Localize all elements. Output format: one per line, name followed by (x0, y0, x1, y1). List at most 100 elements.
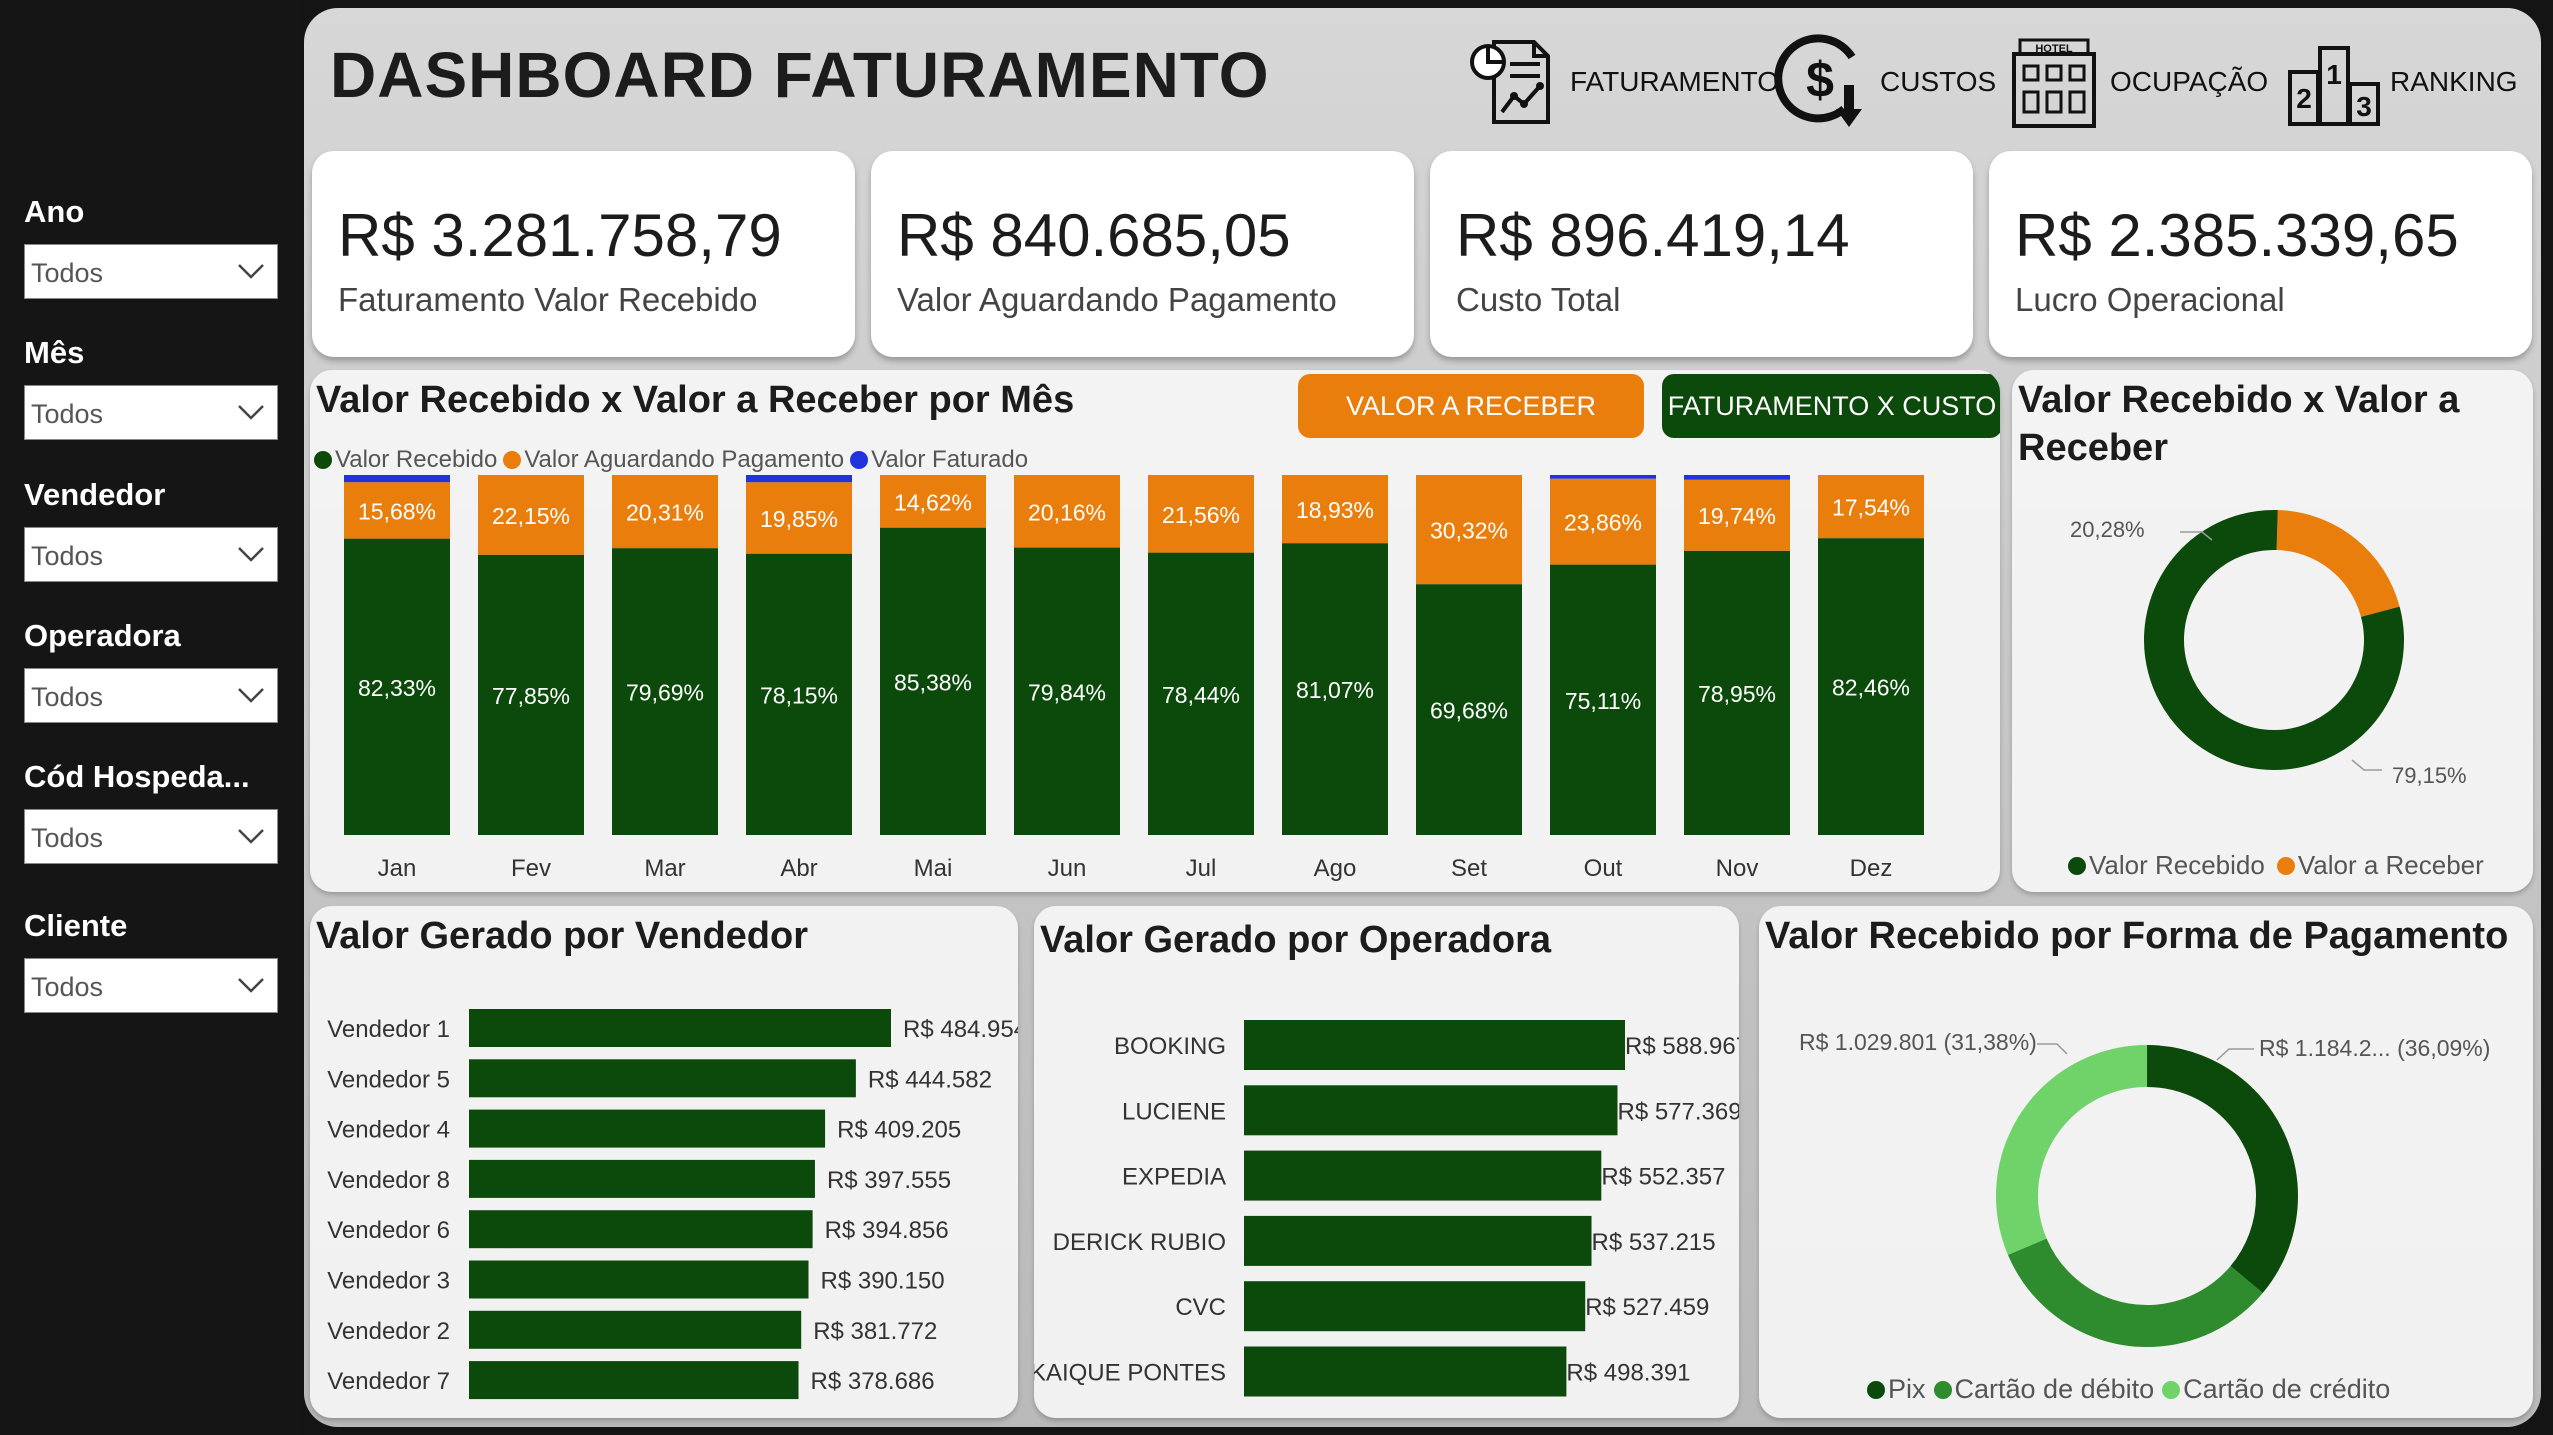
bar-set-recebido[interactable] (1416, 584, 1522, 835)
data-label: R$ 397.555 (827, 1167, 951, 1194)
kpi-lucro-operacional: R$ 2.385.339,65 Lucro Operacional (1989, 151, 2532, 357)
bar-vendedor-5[interactable] (469, 1059, 856, 1098)
bar-jul-aguardando[interactable] (1148, 475, 1254, 553)
bar-out-faturado[interactable] (1550, 475, 1656, 479)
legend-swatch (2162, 1380, 2181, 1399)
legend-item: Valor Recebido (2089, 850, 2265, 880)
filter-sidebar: Ano Todos Mês Todos Vendedor Todos Opera… (0, 0, 300, 1435)
y-tick-label: BOOKING (1114, 1033, 1226, 1060)
bar-out-recebido[interactable] (1550, 564, 1656, 835)
bar-vendedor-6[interactable] (469, 1210, 813, 1249)
bar-vendedor-7[interactable] (469, 1361, 799, 1400)
bar-vendedor-1[interactable] (469, 1009, 891, 1047)
bar-vendedor-2[interactable] (469, 1310, 802, 1349)
data-label: 85,38% (894, 669, 972, 695)
bar-abr-faturado[interactable] (746, 475, 852, 483)
bar-abr-aguardando[interactable] (746, 482, 852, 554)
bar-dez-recebido[interactable] (1818, 538, 1924, 835)
bar-fev-aguardando[interactable] (478, 475, 584, 555)
filter-label: Ano (24, 194, 85, 229)
bar-vendedor-8[interactable] (469, 1159, 815, 1198)
cod-hospedagem-dropdown[interactable]: Todos (24, 809, 278, 864)
y-tick-label: CVC (1175, 1294, 1226, 1321)
ano-dropdown[interactable]: Todos (24, 244, 278, 299)
bar-jan-aguardando[interactable] (344, 482, 450, 539)
y-tick-label: Vendedor 4 (327, 1117, 450, 1144)
data-label: R$ 394.856 (825, 1217, 949, 1244)
dollar-down-icon: $ (1774, 34, 1862, 127)
bar-out-aguardando[interactable] (1550, 478, 1656, 565)
y-tick-label: LUCIENE (1122, 1098, 1226, 1125)
bar-abr-recebido[interactable] (746, 553, 852, 835)
nav-faturamento[interactable]: FATURAMENTO (1464, 32, 1779, 132)
data-label: 18,93% (1296, 497, 1374, 523)
bar-set-aguardando[interactable] (1416, 475, 1522, 585)
chart-title: Valor Gerado por Vendedor (316, 915, 809, 957)
leader-line (2216, 1048, 2254, 1061)
bar-mar-aguardando[interactable] (612, 475, 718, 549)
bar-kaique-pontes[interactable] (1244, 1346, 1567, 1397)
data-label: 82,33% (358, 675, 436, 701)
nav-ocupacao[interactable]: HOTEL OCUPAÇÃO (2004, 32, 2268, 132)
faturamento-x-custo-button[interactable]: FATURAMENTO X CUSTO (1662, 374, 2000, 438)
data-label: 78,95% (1698, 681, 1776, 707)
legend-item: Pix (1888, 1374, 1926, 1404)
bar-dez-aguardando[interactable] (1818, 475, 1924, 539)
vendedor-dropdown[interactable]: Todos (24, 527, 278, 582)
legend-swatch (503, 451, 522, 469)
leader-line (2180, 531, 2213, 541)
donut-slice-valor-a-receber[interactable] (2144, 510, 2404, 770)
bar-jun-recebido[interactable] (1014, 547, 1120, 835)
chevron-down-icon (238, 405, 264, 420)
legend-swatch (1867, 1380, 1885, 1399)
x-tick-label: Mar (644, 855, 685, 882)
data-label: 79,84% (1028, 679, 1106, 705)
bar-ago-aguardando[interactable] (1282, 475, 1388, 544)
bar-jul-recebido[interactable] (1148, 552, 1254, 835)
bar-fev-recebido[interactable] (478, 554, 584, 835)
donut-slice-valor-recebido[interactable] (2139, 505, 2408, 774)
dropdown-value: Todos (31, 399, 104, 429)
vendedor-bar-chart: Vendedor 1 R$ 484.954 Vendedor 5 R$ 444.582… (327, 1009, 1018, 1400)
bar-mai-recebido[interactable] (880, 527, 986, 835)
data-label: 15,68% (358, 498, 436, 524)
filter-label: Mês (24, 335, 85, 370)
bar-nov-faturado[interactable] (1684, 475, 1790, 480)
kpi-value: R$ 896.419,14 (1456, 202, 1850, 269)
nav-label: RANKING (2390, 66, 2518, 97)
data-label: 20,31% (626, 500, 704, 526)
y-tick-label: DERICK RUBIO (1053, 1229, 1226, 1256)
bar-cvc[interactable] (1244, 1281, 1586, 1332)
bar-nov-recebido[interactable] (1684, 550, 1790, 835)
x-tick-label: Abr (780, 855, 817, 882)
donut-slice-cart-o-de-cr-dito[interactable] (1977, 1026, 2318, 1356)
kpi-aguardando-pagamento: R$ 840.685,05 Valor Aguardando Pagamento (871, 151, 1414, 357)
bar-nov-aguardando[interactable] (1684, 479, 1790, 551)
bar-vendedor-3[interactable] (469, 1260, 809, 1299)
kpi-faturamento-recebido: R$ 3.281.758,79 Faturamento Valor Recebi… (312, 151, 855, 357)
cliente-dropdown[interactable]: Todos (24, 958, 278, 1013)
operadora-dropdown[interactable]: Todos (24, 668, 278, 723)
bar-booking[interactable] (1244, 1020, 1625, 1070)
bar-derick-rubio[interactable] (1244, 1215, 1592, 1266)
valor-a-receber-button[interactable]: VALOR A RECEBER (1298, 374, 1644, 438)
bar-mai-aguardando[interactable] (880, 475, 986, 528)
chart-legend: Pix Cartão de débito Cartão de crédito (1861, 1374, 2390, 1405)
data-label: 20,16% (1028, 499, 1106, 525)
bar-jan-faturado[interactable] (344, 475, 450, 483)
bar-jan-recebido[interactable] (344, 538, 450, 835)
bar-ago-recebido[interactable] (1282, 543, 1388, 835)
bar-luciene[interactable] (1244, 1085, 1618, 1136)
nav-ranking[interactable]: 2 1 3 RANKING (2284, 32, 2518, 132)
mes-dropdown[interactable]: Todos (24, 385, 278, 440)
filter-label: Vendedor (24, 477, 166, 512)
dropdown-value: Todos (31, 823, 104, 853)
x-tick-label: Jan (378, 855, 417, 882)
bar-jun-aguardando[interactable] (1014, 475, 1120, 548)
bar-expedia[interactable] (1244, 1150, 1602, 1201)
bar-vendedor-4[interactable] (469, 1109, 826, 1148)
bar-mar-recebido[interactable] (612, 548, 718, 835)
nav-custos[interactable]: $ CUSTOS (1774, 32, 1996, 132)
x-tick-label: Out (1584, 855, 1623, 882)
y-tick-label: Vendedor 5 (327, 1066, 450, 1093)
